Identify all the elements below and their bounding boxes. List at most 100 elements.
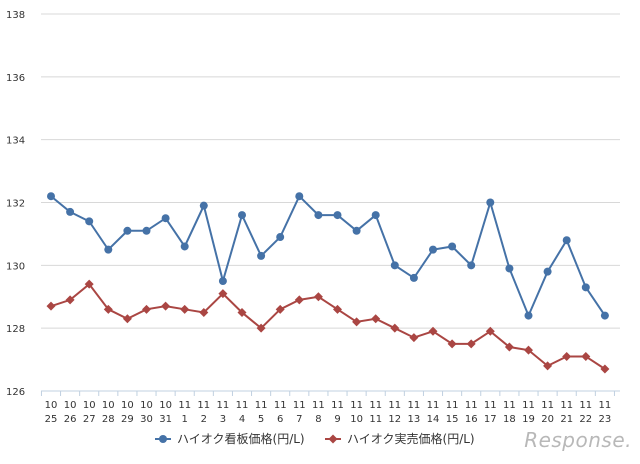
x-tick-label: 11 [446,400,459,411]
data-point [314,211,323,220]
data-point [600,311,609,320]
data-point [543,267,552,276]
data-point [447,339,457,349]
x-tick-label: 17 [484,414,497,425]
data-point [47,192,55,201]
data-point [409,273,418,282]
x-tick-label: 11 [541,400,554,411]
data-point [504,342,514,352]
data-point [428,326,438,336]
legend: ハイオク看板価格(円/L) ハイオク実売価格(円/L) [155,431,475,446]
x-tick-label: 10 [121,400,134,411]
y-axis-ticks: 126 128 130 132 134 136 138 [6,10,25,398]
data-point [84,279,94,289]
data-point [295,192,304,201]
data-point [275,304,285,314]
data-point [142,304,151,314]
x-tick-label: 25 [45,414,58,425]
data-point [333,304,342,314]
data-point [104,245,113,254]
grid-lines [41,13,620,329]
data-point [600,364,610,374]
x-tick-label: 11 [369,414,382,425]
x-tick-label: 31 [159,414,172,425]
data-point [199,201,208,210]
legend-marker [328,434,338,444]
x-tick-label: 12 [388,414,401,425]
data-point [65,295,75,305]
x-tick-label: 10 [102,400,115,411]
y-tick-label: 126 [6,387,25,398]
x-tick-label: 1 [182,414,188,425]
x-tick-label: 11 [427,400,440,411]
data-point [142,226,151,235]
data-point [371,314,381,324]
x-tick-label: 10 [140,400,153,411]
data-point [352,226,361,235]
x-tick-label: 11 [350,400,363,411]
data-point [103,304,113,314]
x-tick-label: 11 [599,400,612,411]
data-point [505,264,514,273]
data-point [486,198,495,207]
x-tick-label: 11 [560,400,573,411]
x-tick-label: 11 [503,400,516,411]
series-line [50,194,606,319]
y-tick-label: 134 [6,136,25,147]
watermark-logo: Response. [524,428,632,452]
x-tick-label: 11 [274,400,287,411]
data-point [180,304,190,314]
x-tick-label: 4 [239,414,245,425]
data-point [237,307,247,317]
y-tick-label: 130 [6,261,25,272]
x-tick-label: 11 [197,400,210,411]
data-point [448,242,457,251]
data-point [66,207,75,216]
x-tick-label: 13 [408,414,421,425]
x-tick-label: 10 [83,400,96,411]
data-point [46,301,56,311]
x-tick-label: 10 [45,400,58,411]
x-tick-label: 11 [178,400,191,411]
x-tick-label: 10 [159,400,172,411]
data-point [256,323,266,333]
data-point [371,211,380,220]
data-point [485,326,495,336]
x-tick-label: 28 [102,414,115,425]
data-point [581,283,590,292]
data-point [467,261,476,270]
x-tick-label: 8 [315,414,321,425]
y-tick-label: 128 [6,324,25,335]
data-point [562,236,571,245]
data-point [161,301,171,311]
data-point [581,351,591,361]
x-tick-label: 19 [522,414,535,425]
data-point [409,333,419,343]
series-lines [46,192,610,374]
data-point [257,251,266,260]
x-tick-label: 11 [331,400,344,411]
x-tick-label: 2 [201,414,207,425]
data-point [122,314,132,324]
x-tick-label: 14 [427,414,440,425]
x-tick-label: 22 [579,414,592,425]
x-axis-ticks: 1025102610271028102910301031111112113114… [45,400,612,425]
x-tick-label: 11 [255,400,268,411]
x-tick-label: 23 [599,414,612,425]
y-tick-label: 136 [6,73,25,84]
x-tick-label: 11 [465,400,478,411]
data-point [562,351,572,361]
x-tick-label: 26 [64,414,77,425]
data-point [180,242,189,251]
data-point [276,233,285,242]
x-tick-label: 20 [541,414,554,425]
legend-label: ハイオク看板価格(円/L) [177,431,305,446]
data-point [524,345,533,355]
x-tick-label: 6 [277,414,283,425]
x-tick-label: 10 [64,400,77,411]
data-point [333,211,342,220]
x-tick-label: 15 [446,414,459,425]
legend-marker [159,435,167,443]
